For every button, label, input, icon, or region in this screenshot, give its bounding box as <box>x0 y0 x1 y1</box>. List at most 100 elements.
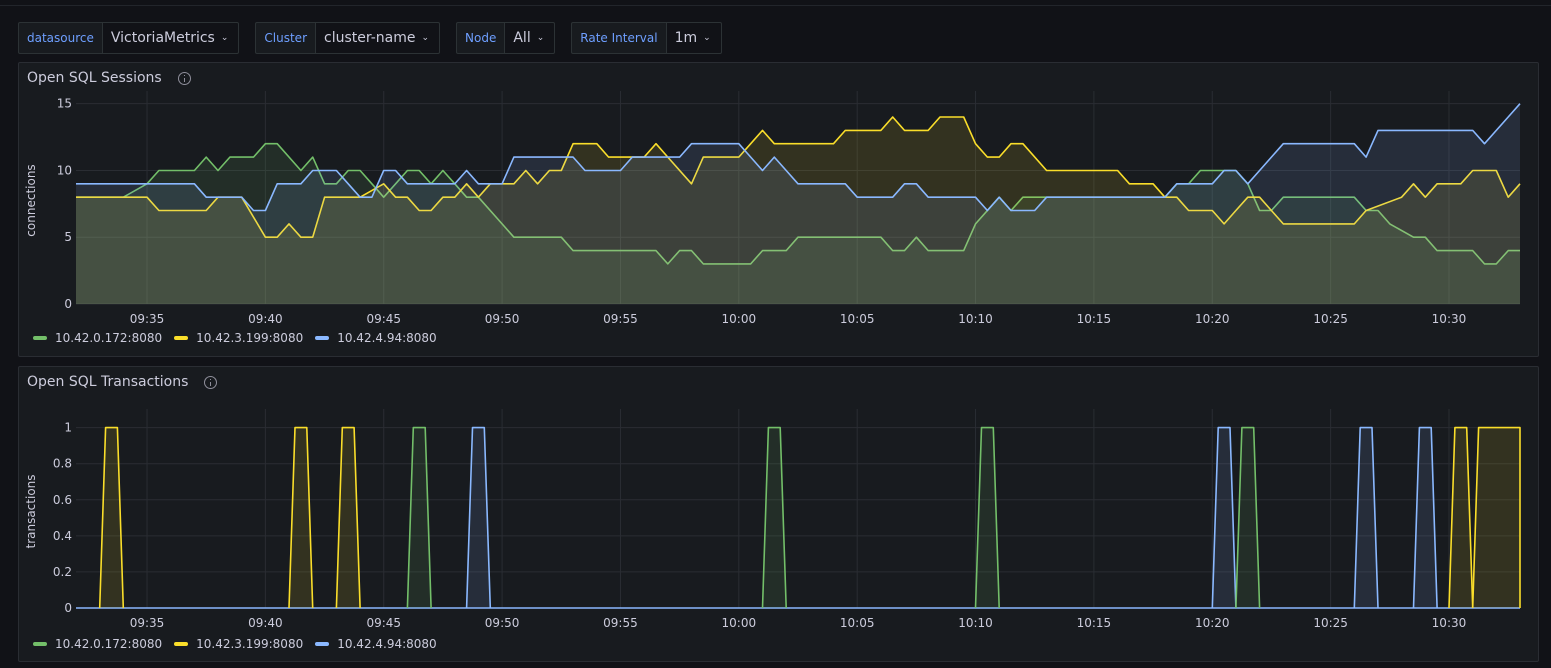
legend-item[interactable]: 10.42.4.94:8080 <box>315 637 437 651</box>
panel-title[interactable]: Open SQL Sessions <box>27 70 191 86</box>
chart-legend: 10.42.0.172:8080 10.42.3.199:8080 10.42.4.… <box>33 331 449 345</box>
y-axis-label: connections <box>24 164 38 236</box>
x-tick-label: 10:15 <box>1077 312 1112 326</box>
legend-label: 10.42.3.199:8080 <box>196 637 304 651</box>
x-tick-label: 10:05 <box>840 312 875 326</box>
series-line-spike <box>98 426 125 609</box>
legend-swatch <box>315 336 330 340</box>
series-line-spike <box>1412 426 1438 609</box>
x-tick-label: 09:45 <box>366 616 401 630</box>
series-area-node-1 <box>76 117 1520 304</box>
series-area-spike <box>762 427 787 608</box>
x-tick-label: 09:50 <box>485 312 520 326</box>
y-tick-label: 10 <box>57 163 72 177</box>
variable-bar: datasource VictoriaMetrics ⌄ Cluster clus… <box>18 22 738 54</box>
x-tick-label: 10:25 <box>1313 312 1348 326</box>
series-line-spike <box>761 426 787 609</box>
legend-label: 10.42.4.94:8080 <box>337 331 437 345</box>
series-line-spike <box>1235 426 1261 609</box>
y-tick-label: 5 <box>64 230 72 244</box>
legend-label: 10.42.0.172:8080 <box>55 331 163 345</box>
series-area-spike <box>1472 427 1520 608</box>
x-tick-label: 10:30 <box>1432 616 1467 630</box>
var-value-cluster: cluster-name <box>324 30 416 46</box>
panel-open-sql-sessions[interactable]: Open SQL Sessions 0 5 10 15 09:35 09:40 09:45 0… <box>18 62 1539 357</box>
legend-label: 10.42.0.172:8080 <box>55 637 163 651</box>
x-tick-label: 09:35 <box>130 616 165 630</box>
series-line-spike <box>288 426 314 609</box>
panel-title[interactable]: Open SQL Transactions <box>27 374 218 390</box>
var-select-rate-interval[interactable]: 1m ⌄ <box>665 22 722 54</box>
legend-item[interactable]: 10.42.3.199:8080 <box>174 331 303 345</box>
series-area-spike <box>1413 427 1438 608</box>
info-icon[interactable] <box>177 71 191 85</box>
legend-item[interactable]: 10.42.3.199:8080 <box>174 637 303 651</box>
legend-swatch <box>33 336 47 340</box>
series-line-node-0 <box>76 142 1520 265</box>
series-area-spike <box>1212 427 1236 608</box>
x-tick-label: 10:00 <box>722 312 757 326</box>
var-label-rate-interval: Rate Interval <box>571 22 666 54</box>
series-line-spike <box>1353 426 1379 609</box>
series-line-spike <box>1448 426 1474 609</box>
transactions-chart[interactable]: 0 0.2 0.4 0.6 0.8 1 09:35 09:40 09:45 09:50 09:55 1… <box>19 367 1540 663</box>
x-tick-label: 09:55 <box>603 312 638 326</box>
y-tick-label: 1 <box>64 421 72 435</box>
legend-item[interactable]: 10.42.0.172:8080 <box>33 331 162 345</box>
x-tick-label: 10:30 <box>1432 312 1467 326</box>
x-tick-label: 09:50 <box>485 616 520 630</box>
chart-legend: 10.42.0.172:8080 10.42.3.199:8080 10.42.4.… <box>33 637 449 651</box>
var-select-cluster[interactable]: cluster-name ⌄ <box>315 22 441 54</box>
var-label-node: Node <box>456 22 505 54</box>
legend-swatch <box>33 642 47 646</box>
series-area-spike <box>1235 427 1260 608</box>
panel-title-text: Open SQL Transactions <box>27 374 189 390</box>
series-area-spike <box>289 427 313 608</box>
y-tick-label: 0 <box>64 601 72 615</box>
y-tick-label: 0.2 <box>53 565 72 579</box>
series-area-spike <box>99 427 124 608</box>
y-tick-label: 0.4 <box>53 529 72 543</box>
y-tick-label: 0.8 <box>53 457 72 471</box>
panel-title-text: Open SQL Sessions <box>27 70 162 86</box>
chevron-down-icon: ⌄ <box>703 33 711 43</box>
x-tick-label: 09:45 <box>366 312 401 326</box>
legend-swatch <box>315 642 330 646</box>
x-tick-label: 10:05 <box>840 616 875 630</box>
x-tick-label: 09:40 <box>248 312 283 326</box>
x-tick-label: 10:10 <box>958 616 993 630</box>
x-tick-label: 10:10 <box>958 312 993 326</box>
legend-item[interactable]: 10.42.4.94:8080 <box>315 331 437 345</box>
chevron-down-icon: ⌄ <box>536 33 545 43</box>
y-axis-label: transactions <box>24 474 38 548</box>
x-tick-label: 09:40 <box>248 616 283 630</box>
series-line-spike <box>974 426 1000 609</box>
series-area-spike <box>1354 427 1378 608</box>
panel-open-sql-transactions[interactable]: Open SQL Transactions 0 0.2 0.4 0.6 0.8 1 09:3… <box>18 366 1539 662</box>
x-tick-label: 10:20 <box>1195 616 1230 630</box>
info-icon[interactable] <box>204 375 218 389</box>
series-line-node-2 <box>76 103 1521 212</box>
var-value-rate-interval: 1m <box>674 30 698 46</box>
var-value-datasource: VictoriaMetrics <box>110 30 215 46</box>
legend-item[interactable]: 10.42.0.172:8080 <box>33 637 162 651</box>
var-select-node[interactable]: All ⌄ <box>504 22 556 54</box>
sessions-chart[interactable]: 0 5 10 15 09:35 09:40 09:45 09:50 09:55 10:00 10:0… <box>19 63 1540 358</box>
x-tick-label: 10:15 <box>1077 616 1112 630</box>
var-select-datasource[interactable]: VictoriaMetrics ⌄ <box>101 22 240 54</box>
legend-label: 10.42.4.94:8080 <box>337 637 437 651</box>
series-line-spike <box>406 426 432 609</box>
y-tick-label: 0.6 <box>53 493 72 507</box>
chevron-down-icon: ⌄ <box>421 33 430 43</box>
series-area-spike <box>1449 427 1473 608</box>
legend-swatch <box>174 336 189 340</box>
series-area-spike <box>336 427 361 608</box>
series-area-spike <box>466 427 491 608</box>
x-tick-label: 10:20 <box>1195 312 1230 326</box>
series-line-spike <box>1211 426 1237 609</box>
series-area-spike <box>975 427 1000 608</box>
var-label-datasource: datasource <box>18 22 102 54</box>
legend-swatch <box>174 642 189 646</box>
chevron-down-icon: ⌄ <box>220 33 229 43</box>
series-line-spike <box>1471 426 1521 609</box>
